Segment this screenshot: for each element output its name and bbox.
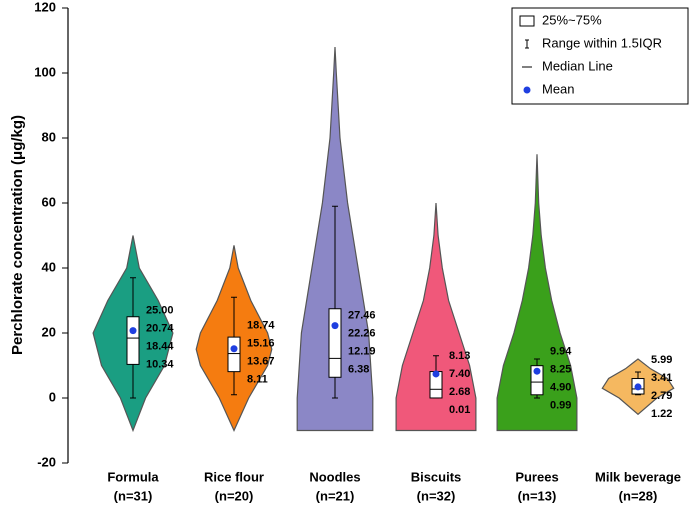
value-label: 0.99 xyxy=(550,399,571,411)
legend-label: 25%~75% xyxy=(542,12,602,27)
sample-size: (n=21) xyxy=(316,488,355,503)
mean-dot xyxy=(432,370,440,378)
sample-size: (n=20) xyxy=(215,488,254,503)
value-label: 27.46 xyxy=(348,309,376,321)
legend-label: Range within 1.5IQR xyxy=(542,35,662,50)
value-label: 6.38 xyxy=(348,363,369,375)
value-label: 8.11 xyxy=(247,374,268,386)
legend-box xyxy=(511,7,689,105)
value-label: 0.01 xyxy=(449,404,470,416)
x-tick-label: Formula xyxy=(107,469,159,484)
y-axis-title: Perchlorate concentration (μg/kg) xyxy=(9,115,26,355)
y-tick-label: 60 xyxy=(42,194,56,209)
y-tick-label: 0 xyxy=(49,389,56,404)
value-label: 8.25 xyxy=(550,363,571,375)
legend-label: Median Line xyxy=(542,58,613,73)
value-label: 18.44 xyxy=(146,340,174,352)
legend-icon-box xyxy=(519,15,535,27)
sample-size: (n=32) xyxy=(417,488,456,503)
x-tick-label: Noodles xyxy=(309,469,360,484)
value-label: 10.34 xyxy=(146,358,174,370)
y-tick-label: 120 xyxy=(34,0,56,14)
value-label: 4.90 xyxy=(550,381,571,393)
x-tick-label: Biscuits xyxy=(411,469,462,484)
y-tick-label: 100 xyxy=(34,64,56,79)
mean-dot xyxy=(331,322,339,330)
value-label: 5.99 xyxy=(651,354,672,366)
box xyxy=(126,316,140,365)
x-tick-label: Milk beverage xyxy=(595,469,681,484)
value-label: 8.13 xyxy=(449,350,470,362)
value-label: 9.94 xyxy=(550,345,572,357)
x-tick-label: Purees xyxy=(515,469,558,484)
y-tick-label: -20 xyxy=(37,454,56,469)
value-label: 3.41 xyxy=(651,372,672,384)
value-label: 18.74 xyxy=(247,320,275,332)
y-tick-label: 80 xyxy=(42,129,56,144)
mean-dot xyxy=(634,383,642,391)
violin xyxy=(496,154,578,432)
value-label: 22.26 xyxy=(348,327,376,339)
value-label: 2.68 xyxy=(449,386,470,398)
legend-label: Mean xyxy=(542,81,575,96)
y-tick-label: 40 xyxy=(42,259,56,274)
sample-size: (n=13) xyxy=(518,488,557,503)
value-label: 7.40 xyxy=(449,368,470,380)
mean-dot xyxy=(129,327,137,335)
x-tick-label: Rice flour xyxy=(204,469,264,484)
value-label: 12.19 xyxy=(348,345,376,357)
sample-size: (n=31) xyxy=(114,488,153,503)
box xyxy=(328,308,342,378)
box xyxy=(227,336,241,373)
legend-icon-mean xyxy=(523,86,531,94)
value-label: 20.74 xyxy=(146,322,174,334)
value-label: 15.16 xyxy=(247,338,275,350)
sample-size: (n=28) xyxy=(619,488,658,503)
y-tick-label: 20 xyxy=(42,324,56,339)
mean-dot xyxy=(230,345,238,353)
violin xyxy=(395,202,477,432)
value-label: 25.00 xyxy=(146,304,174,316)
value-label: 2.79 xyxy=(651,390,672,402)
value-label: 13.67 xyxy=(247,356,275,368)
value-label: 1.22 xyxy=(651,408,672,420)
mean-dot xyxy=(533,367,541,375)
